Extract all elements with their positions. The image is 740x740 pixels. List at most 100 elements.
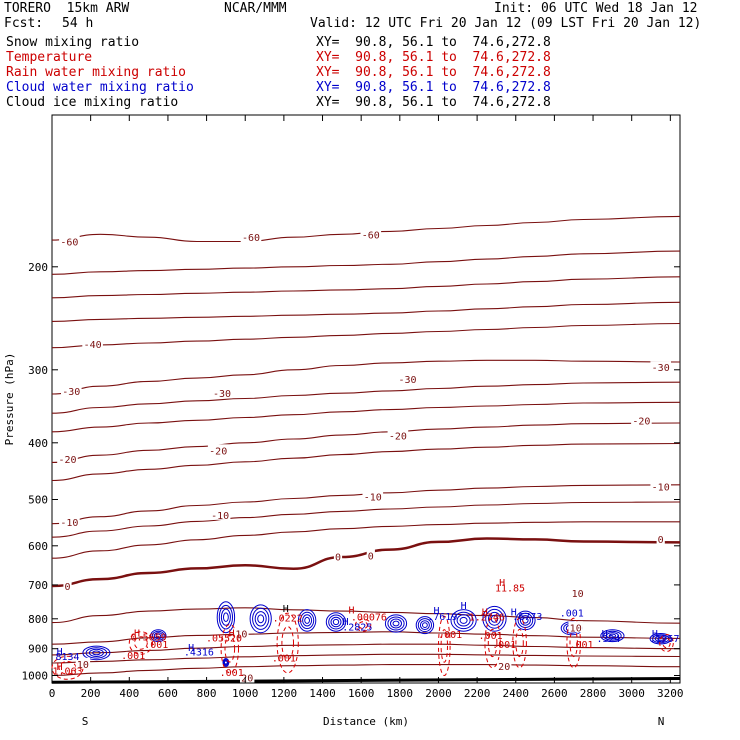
cloud-water-contour xyxy=(304,616,311,624)
rain-water-contour xyxy=(281,626,295,660)
y-tick-label: 900 xyxy=(28,643,48,656)
cloud-water-contour xyxy=(218,604,233,630)
temperature-label: -30 xyxy=(213,389,231,400)
data-label: .00076 xyxy=(351,612,387,623)
cloud-water-contour xyxy=(419,620,430,630)
y-tick-label: 800 xyxy=(28,613,48,626)
data-label: 1.063 xyxy=(52,667,82,678)
contour-label-bg xyxy=(209,508,231,520)
y-tick-label: 500 xyxy=(28,494,48,507)
data-label: H xyxy=(343,617,349,628)
temperature-label: 0 xyxy=(335,553,341,564)
rain-water-contour xyxy=(484,617,501,669)
temperature-label: -10 xyxy=(211,511,229,522)
x-tick-label: 2400 xyxy=(503,687,530,700)
temperature-contour xyxy=(51,276,681,299)
cloud-water-contour xyxy=(88,648,104,658)
cloud-water-contour xyxy=(223,659,229,666)
data-label: .001 xyxy=(272,653,296,664)
y-tick-label: 1000 xyxy=(22,670,49,683)
data-label: H xyxy=(499,578,505,589)
data-label: .001 xyxy=(492,640,516,651)
temperature-label: 10 xyxy=(235,630,247,641)
rain-water-contour xyxy=(566,617,582,669)
contour-label-bg xyxy=(240,671,255,683)
y-tick-label: 300 xyxy=(28,364,48,377)
x-tick-label: 1800 xyxy=(387,687,414,700)
temperature-contour xyxy=(51,381,681,414)
x-tick-label: 1600 xyxy=(348,687,375,700)
contour-label-bg xyxy=(63,580,72,591)
x-tick-label: 3000 xyxy=(618,687,645,700)
rain-water-contour xyxy=(354,618,372,632)
data-label: H xyxy=(602,629,608,640)
x-tick-label: 600 xyxy=(158,687,178,700)
data-label: .001 xyxy=(569,640,593,651)
data-label: .1257 xyxy=(649,634,679,645)
field-name: Rain water mixing ratio xyxy=(6,65,187,80)
cloud-water-contour xyxy=(151,630,165,641)
cloud-water-contour xyxy=(220,608,231,626)
cloud-water-contour xyxy=(223,660,228,665)
data-label: 0.5659 xyxy=(131,633,167,644)
contour-label-bg xyxy=(568,621,583,633)
x-tick-label: 0 xyxy=(49,687,56,700)
temperature-contour xyxy=(51,250,681,275)
temperature-contour xyxy=(51,301,681,322)
data-label: .2825 xyxy=(342,623,372,634)
contour-label-bg xyxy=(59,235,80,247)
temperature-contour xyxy=(51,537,681,588)
temperature-contour xyxy=(51,631,681,645)
temperature-contour xyxy=(51,359,681,395)
data-label: .001 xyxy=(479,631,503,642)
temperature-label: -20 xyxy=(58,455,76,466)
rain-water-contour xyxy=(487,628,498,658)
fcst-label: Fcst: xyxy=(4,16,44,31)
temperature-label: -40 xyxy=(84,340,102,351)
cloud-water-contour xyxy=(216,601,236,634)
cloud-water-contour xyxy=(390,618,402,629)
cloud-water-contour xyxy=(605,632,619,640)
temperature-label: -30 xyxy=(62,387,80,398)
data-label: H xyxy=(57,662,63,673)
contour-label-bg xyxy=(82,338,103,349)
contour-label-bg xyxy=(61,384,82,396)
cloud-water-contour xyxy=(422,622,428,628)
cloud-water-contour xyxy=(82,645,111,661)
temperature-contour xyxy=(51,521,680,559)
temperature-contour xyxy=(51,422,681,463)
y-tick-label: 400 xyxy=(28,437,48,450)
cloud-water-contour xyxy=(488,611,501,626)
cloud-water-contour xyxy=(603,630,622,641)
temperature-contour xyxy=(51,442,681,482)
contour-label-bg xyxy=(656,532,665,544)
temperature-label: 0 xyxy=(64,582,70,593)
field-xy: XY= 90.8, 56.1 to 74.6,272.8 xyxy=(316,35,551,50)
cloud-water-contour xyxy=(453,611,474,630)
rain-water-contour xyxy=(515,628,524,658)
temperature-label: -20 xyxy=(209,446,227,457)
contour-label-bg xyxy=(234,627,249,639)
contour-label-bg xyxy=(650,361,671,373)
rain-water-contour xyxy=(659,634,674,652)
fcst-value: 54 h xyxy=(62,16,94,31)
contour-label-bg xyxy=(59,515,80,527)
contour-label-bg xyxy=(366,549,375,561)
rain-water-contour xyxy=(220,624,240,674)
contour-label-bg xyxy=(650,480,671,492)
x-tick-label: 2600 xyxy=(541,687,568,700)
x-tick-label: 2000 xyxy=(425,687,452,700)
rain-water-contour xyxy=(134,636,148,650)
temperature-contour xyxy=(51,607,681,624)
rain-water-contour xyxy=(662,637,671,649)
rain-water-contour xyxy=(128,631,153,655)
cloud-water-contour xyxy=(155,633,162,638)
temperature-label: 10 xyxy=(570,623,582,634)
temperature-label: -30 xyxy=(398,375,416,386)
cloud-water-contour xyxy=(302,614,313,627)
cloud-water-contour xyxy=(392,620,400,627)
cloud-water-contour xyxy=(482,605,507,632)
data-label: H xyxy=(283,604,289,615)
temperature-label: -60 xyxy=(60,238,78,249)
data-label: H xyxy=(511,607,517,618)
